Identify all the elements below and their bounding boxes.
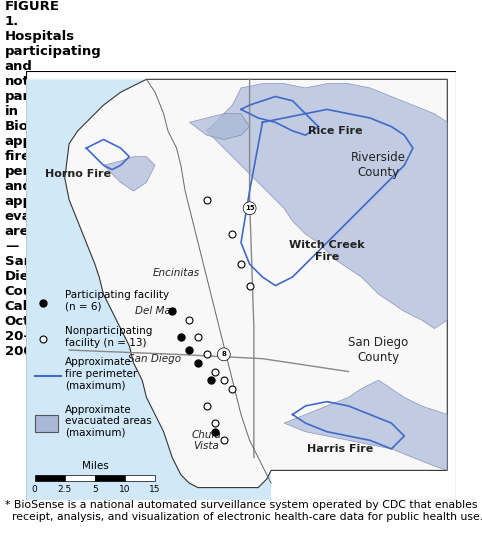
Bar: [125, 475, 155, 481]
Text: San Diego: San Diego: [129, 354, 182, 363]
Text: FIGURE 1. Hospitals participating and not participating in BioSense,*
approximat: FIGURE 1. Hospitals participating and no…: [5, 0, 102, 358]
Polygon shape: [189, 114, 250, 139]
Text: Approximate
evacuated areas
(maximum): Approximate evacuated areas (maximum): [65, 405, 151, 438]
Bar: [35, 415, 58, 432]
Circle shape: [243, 202, 256, 215]
Text: Del Mar: Del Mar: [135, 306, 175, 317]
Circle shape: [217, 348, 230, 361]
Text: 8: 8: [221, 351, 226, 357]
Text: Chula
Vista: Chula Vista: [192, 430, 222, 451]
Text: 15: 15: [245, 205, 254, 211]
Polygon shape: [284, 380, 447, 471]
Bar: [35, 475, 65, 481]
Text: * BioSense is a national automated surveillance system operated by CDC that enab: * BioSense is a national automated surve…: [5, 500, 482, 522]
Polygon shape: [104, 157, 155, 191]
Text: Encinitas: Encinitas: [153, 268, 200, 277]
Text: Rice Fire: Rice Fire: [308, 126, 363, 136]
Text: Horno Fire: Horno Fire: [45, 169, 111, 179]
Text: 0: 0: [32, 485, 38, 494]
Text: Riverside
County: Riverside County: [351, 151, 406, 180]
Text: Harris Fire: Harris Fire: [307, 444, 373, 454]
Text: Participating facility
(n = 6): Participating facility (n = 6): [65, 290, 169, 312]
Text: 5: 5: [92, 485, 98, 494]
Bar: [95, 475, 125, 481]
Bar: [65, 475, 95, 481]
Text: San Diego
County: San Diego County: [348, 336, 409, 364]
Text: 2.5: 2.5: [58, 485, 72, 494]
Polygon shape: [26, 79, 271, 500]
Polygon shape: [65, 79, 447, 487]
Text: Approximate
fire perimeter
(maximum): Approximate fire perimeter (maximum): [65, 357, 137, 390]
Text: 15: 15: [149, 485, 161, 494]
Text: 10: 10: [119, 485, 131, 494]
Text: Witch Creek
Fire: Witch Creek Fire: [289, 240, 365, 262]
Text: Nonparticipating
facility (n = 13): Nonparticipating facility (n = 13): [65, 326, 152, 348]
Text: Miles: Miles: [81, 461, 108, 471]
Polygon shape: [207, 84, 447, 329]
